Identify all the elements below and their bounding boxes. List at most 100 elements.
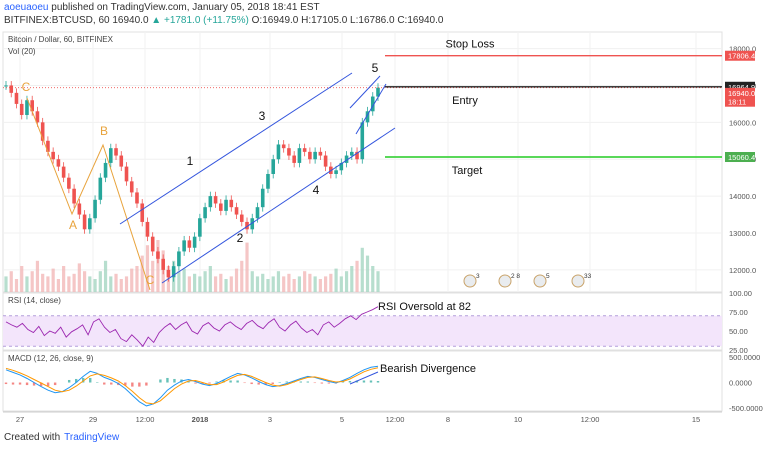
time-axis: 27 29 12:00 2018 3 5 12:00 8 10 12:00 15 [3,411,722,424]
chart-canvas[interactable]: 12000.013000.014000.015000.016000.017000… [0,28,768,428]
volume-bar [82,271,87,292]
macd-histogram-bar [236,380,239,383]
macd-pane-bg [2,350,723,412]
macd-annotation: Bearish Divergence [380,363,476,375]
volume-bar [20,266,24,292]
volume-bar [51,268,55,292]
price-tag-bg [725,96,755,107]
volume-bar [25,276,29,292]
rsi-axis-tick: 50.00 [729,327,748,336]
candle-body [124,166,129,182]
tradingview-logo-text[interactable]: TradingView [64,432,120,443]
volume-bar [324,276,328,292]
volume-bar [30,271,34,292]
candle-body [14,92,19,104]
volume-bar [114,273,118,292]
volume-bar [109,276,113,292]
candle-body [145,221,150,237]
footer: Created with TradingView [4,432,119,443]
candle-body [171,266,176,278]
macd-histogram-bar [53,382,57,386]
candle-body [287,148,291,156]
price-tag: 16940.0 [728,89,755,98]
volume-bar [140,255,144,292]
volume-bar [130,268,134,292]
volume-bar [271,276,275,292]
divergence-line [349,371,379,385]
volume-bar [193,273,197,292]
candle-body [250,218,255,230]
candle-body [219,203,223,211]
wave-label: 3 [259,109,266,123]
macd-histogram-bar [138,382,141,387]
time-axis-tick: 27 [16,415,24,424]
macd-histogram-bar [306,381,310,383]
wave-label: B [100,124,108,138]
macd-histogram-bar [215,381,218,383]
macd-histogram-bar [229,380,232,383]
candle-body [82,214,87,230]
event-flag-icon [463,274,477,288]
candle-body [365,111,370,123]
volume-bar [339,276,343,292]
price-tag-bg [725,50,755,61]
volume-bar [334,268,338,292]
time-axis-tick: 2018 [192,415,209,424]
volume-bar [219,273,223,292]
author-link[interactable]: aoeuaoeu [4,2,49,13]
candle-body [302,148,307,152]
level-label: Target [452,165,483,177]
candle-body [182,240,186,252]
volume-bar [355,260,359,292]
candle-body [318,151,323,156]
last-price: 16940.0 [112,15,149,26]
candle-body [140,203,145,222]
macd-histogram-bar [320,382,324,384]
volume-bar [266,279,270,292]
macd-histogram-bar [271,382,274,385]
volume-bar [229,276,233,292]
candle-body [360,122,365,160]
volume-bar [124,276,129,292]
macd-histogram-bar [4,382,8,385]
candle-body [129,181,134,193]
macd-histogram-bar [285,381,288,383]
price-tag: 15060.4 [728,153,755,162]
candle-body [93,199,97,219]
time-axis-tick: 12:00 [386,415,405,424]
volume-bar [156,240,160,292]
candle-body [166,269,171,278]
wave-label: 4 [313,183,320,197]
signal-line [5,367,379,405]
candle-body [25,100,29,115]
created-with-text: Created with [4,432,61,443]
candle-body [192,236,197,248]
candle-body [344,155,349,163]
candle-body [355,151,359,160]
candle-body [77,203,82,215]
candle-body [213,196,218,204]
candle-body [51,151,55,160]
price-pane-title: Bitcoin / Dollar, 60, BITFINEX [8,35,114,44]
volume-bar [303,271,307,292]
volume-bar [371,266,375,292]
volume-bar [329,273,333,292]
volume-bar [72,273,76,292]
macd-histogram-bar [74,378,78,383]
time-axis-tick: 12:00 [136,415,155,424]
candle-body [292,155,296,163]
macd-histogram-bar [131,382,134,387]
volume-bar [261,273,265,292]
volume-bar [245,242,249,292]
macd-histogram-bar [110,382,113,385]
chart-header: aoeuaoeu published on TradingView.com, J… [0,0,768,28]
price-axis-tick: 14000.0 [729,192,756,201]
price-tag: 18:11 [728,98,746,107]
volume-bar [46,276,50,292]
macd-histogram-bar [201,382,204,385]
wave-label: A [69,218,77,232]
wave-label: C [146,273,155,287]
symbol-line: BITFINEX:BTCUSD, 60 16940.0 ▲ +1781.0 (+… [4,15,443,26]
macd-histogram-bar [376,381,380,383]
volume-bar [35,260,40,292]
